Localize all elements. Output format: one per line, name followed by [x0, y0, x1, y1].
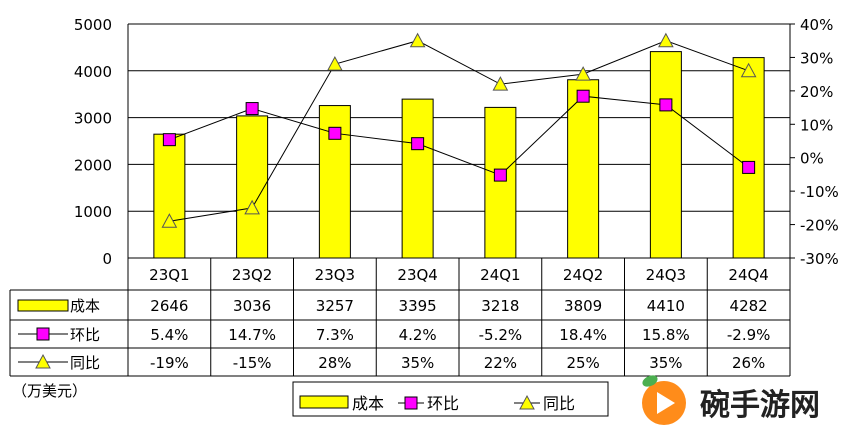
- row-key-bar: [17, 299, 69, 312]
- category-label: 23Q3: [315, 266, 355, 284]
- y-left-tick-label: 5000: [74, 16, 112, 34]
- triangle-point: [492, 76, 509, 91]
- y-left-tick-label: 4000: [74, 63, 112, 81]
- y-left-tick-label: 3000: [74, 110, 112, 128]
- data-label: 3036: [233, 297, 271, 315]
- triangle-point: [740, 62, 757, 78]
- bar: [153, 133, 186, 259]
- legend-swatch-triangle: [519, 394, 535, 410]
- series-line-1: [169, 95, 749, 176]
- y-right-tick-label: 20%: [800, 83, 833, 101]
- triangle-point: [575, 66, 591, 81]
- data-label: 18.4%: [559, 326, 607, 344]
- y-right-tick-label: -30%: [800, 250, 839, 268]
- data-label: 26%: [732, 354, 765, 372]
- category-label: 24Q3: [646, 266, 686, 284]
- data-label: 4410: [647, 297, 685, 315]
- y-left-tick-label: 1000: [74, 203, 112, 221]
- square-point: [245, 102, 259, 116]
- data-label: 3257: [316, 297, 354, 315]
- legend-label: 同比: [543, 394, 575, 413]
- data-label: 4.2%: [399, 326, 437, 344]
- square-point: [493, 168, 507, 182]
- axes: 0 1000 2000 3000 4000 5000 -30% -20% -10% 0% 10% 20…: [74, 16, 839, 268]
- row-label: 成本: [70, 297, 100, 315]
- data-label: 14.7%: [228, 326, 276, 344]
- category-label: 24Q1: [480, 266, 520, 284]
- data-label: -5.2%: [479, 326, 523, 344]
- category-label: 24Q4: [728, 266, 768, 284]
- watermark: 碗手游网: [642, 375, 820, 425]
- data-label: 2646: [150, 297, 188, 315]
- row-label: 同比: [70, 354, 100, 372]
- bar: [484, 106, 517, 259]
- data-label: 22%: [484, 354, 517, 372]
- line-series: [161, 32, 757, 228]
- category-label: 23Q1: [149, 266, 189, 284]
- y-right-tick-label: -10%: [800, 183, 839, 201]
- bar: [236, 115, 269, 259]
- data-label: 3218: [481, 297, 519, 315]
- legend-label: 环比: [427, 394, 459, 413]
- y-right-tick-label: 0%: [800, 150, 824, 168]
- y-left-tick-label: 0: [102, 250, 112, 268]
- data-label: 5.4%: [150, 326, 188, 344]
- unit-label: （万美元）: [12, 382, 87, 400]
- data-label: 4282: [730, 297, 768, 315]
- square-point: [162, 133, 176, 147]
- legend-swatch-square: [404, 396, 418, 410]
- triangle-point: [244, 199, 260, 215]
- data-label: -2.9%: [727, 326, 771, 344]
- series-line-2: [169, 40, 749, 222]
- row-label: 环比: [70, 326, 100, 344]
- data-label: 35%: [649, 354, 682, 372]
- triangle-point: [161, 213, 178, 228]
- legend-swatch-bar: [299, 395, 349, 409]
- category-label: 23Q4: [397, 266, 437, 284]
- data-label: 35%: [401, 354, 434, 372]
- y-right-tick-label: 30%: [800, 49, 833, 67]
- watermark-text: 碗手游网: [700, 388, 820, 423]
- data-label: 25%: [566, 354, 599, 372]
- square-point: [328, 126, 342, 140]
- bar-series: [153, 51, 765, 259]
- data-table: 23Q1 23Q2 23Q3 23Q4 24Q1 24Q2 24Q3 24Q4 成本 2646 30…: [9, 257, 791, 377]
- bar: [732, 57, 765, 259]
- legend-label: 成本: [352, 394, 384, 413]
- legend: 成本 环比 同比: [292, 381, 609, 417]
- category-label: 24Q2: [563, 266, 603, 284]
- triangle-point: [409, 32, 426, 48]
- data-label: -15%: [233, 354, 272, 372]
- y-right-tick-label: 40%: [800, 16, 833, 34]
- y-right-tick-label: -20%: [800, 217, 839, 235]
- square-point: [411, 137, 425, 151]
- y-left-tick-label: 2000: [74, 156, 112, 174]
- category-label: 23Q2: [232, 266, 272, 284]
- square-point: [576, 89, 590, 103]
- data-label: 28%: [318, 354, 351, 372]
- data-label: 7.3%: [316, 326, 354, 344]
- square-point: [742, 160, 756, 174]
- square-point: [659, 98, 673, 112]
- data-label: 3395: [399, 297, 437, 315]
- triangle-point: [658, 32, 674, 48]
- bar: [401, 98, 434, 259]
- data-label: 3809: [564, 297, 602, 315]
- triangle-point: [327, 56, 343, 71]
- y-right-tick-label: 10%: [800, 116, 833, 134]
- play-logo-icon: [642, 375, 686, 425]
- data-label: 15.8%: [642, 326, 690, 344]
- row-key-square: [36, 327, 50, 341]
- data-label: -19%: [150, 354, 189, 372]
- bar: [649, 51, 682, 259]
- row-key-triangle: [35, 353, 51, 369]
